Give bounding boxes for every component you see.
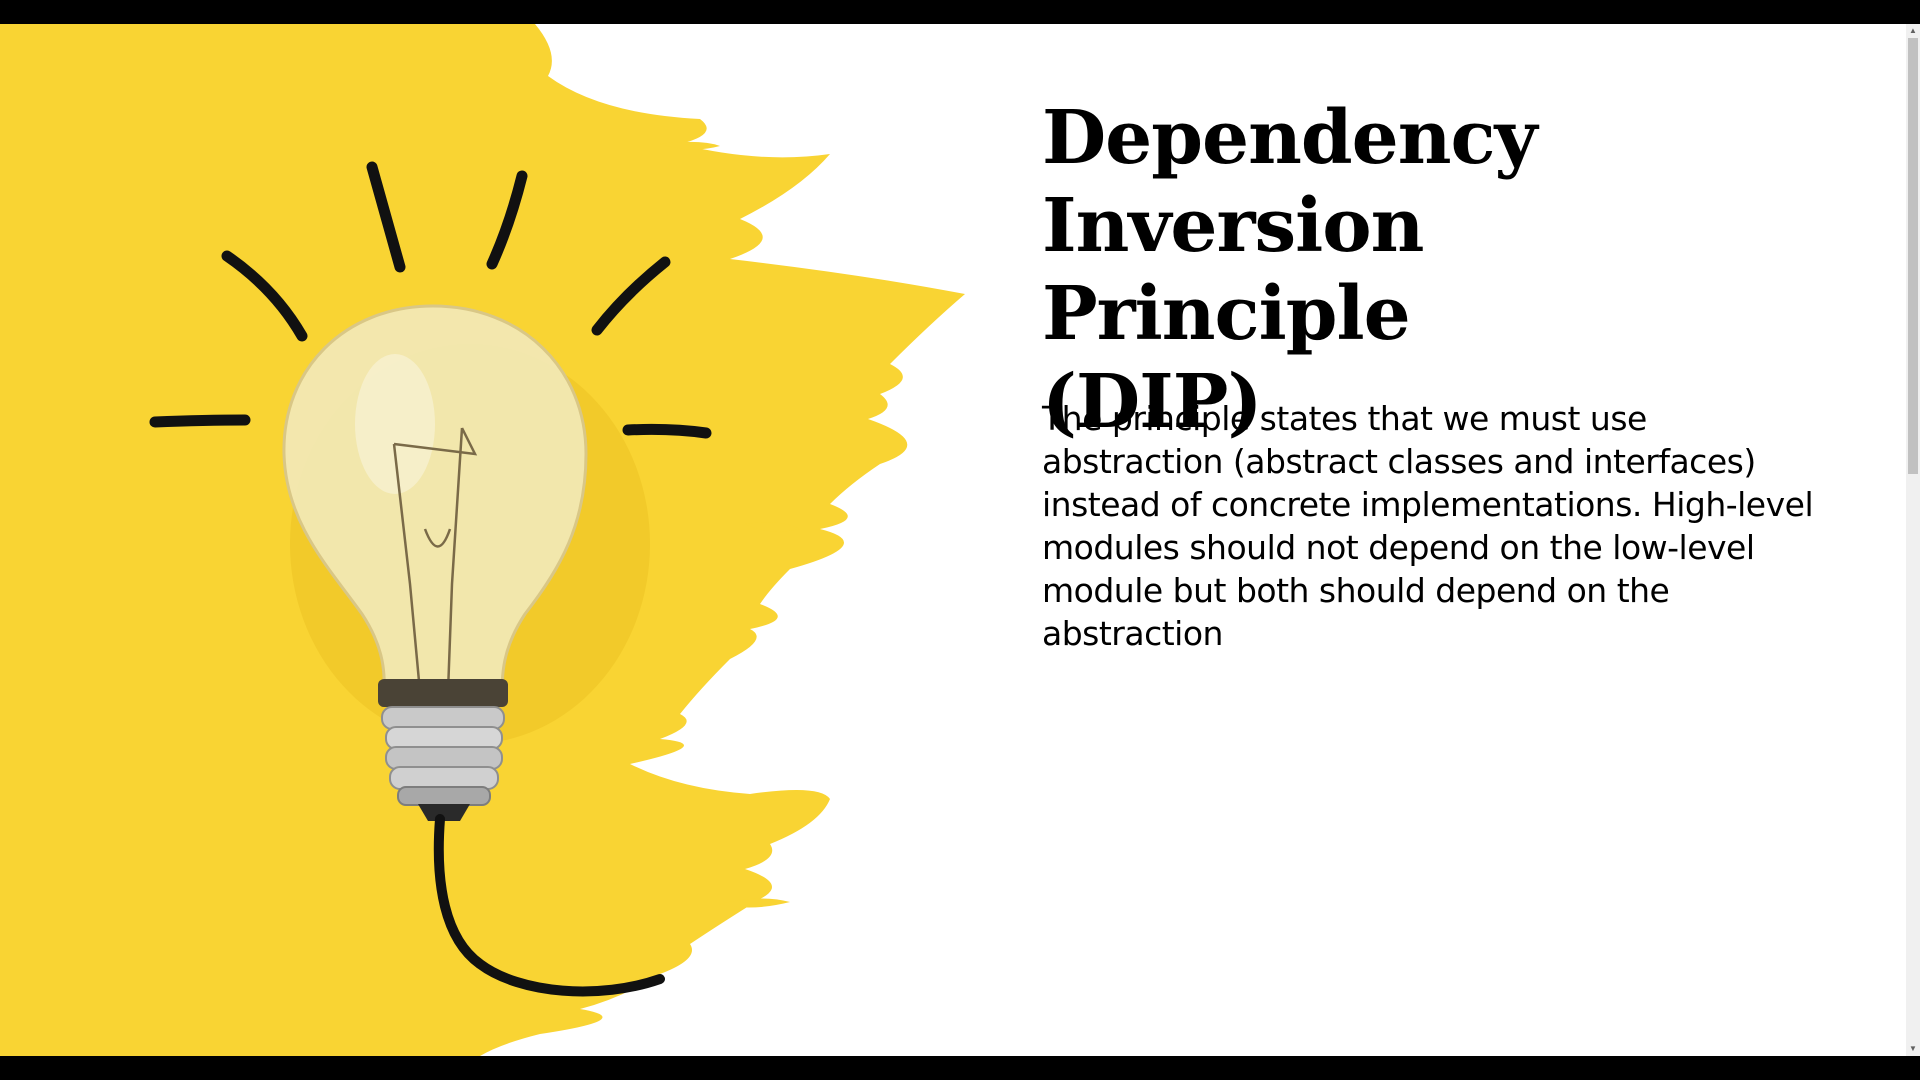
arrow-down-icon[interactable]: ▼ xyxy=(1909,1044,1917,1053)
slide-title: Dependency Inversion Principle (DIP) xyxy=(1042,94,1802,446)
vertical-scrollbar[interactable]: ▲ ▼ xyxy=(1906,24,1920,1056)
top-letterbox-bar xyxy=(0,0,1920,24)
title-line: Dependency xyxy=(1042,95,1538,181)
lightbulb-icon xyxy=(149,161,712,997)
title-line: (DIP) xyxy=(1042,359,1262,445)
arrow-up-icon[interactable]: ▲ xyxy=(1909,26,1917,35)
scrollbar-thumb[interactable] xyxy=(1908,38,1918,474)
title-line: Inversion Principle xyxy=(1042,183,1424,357)
slide-body-text: The principle states that we must use ab… xyxy=(1042,399,1814,653)
presentation-slide: Dependency Inversion Principle (DIP) The… xyxy=(0,24,1906,1056)
bottom-letterbox-bar xyxy=(0,1056,1920,1080)
